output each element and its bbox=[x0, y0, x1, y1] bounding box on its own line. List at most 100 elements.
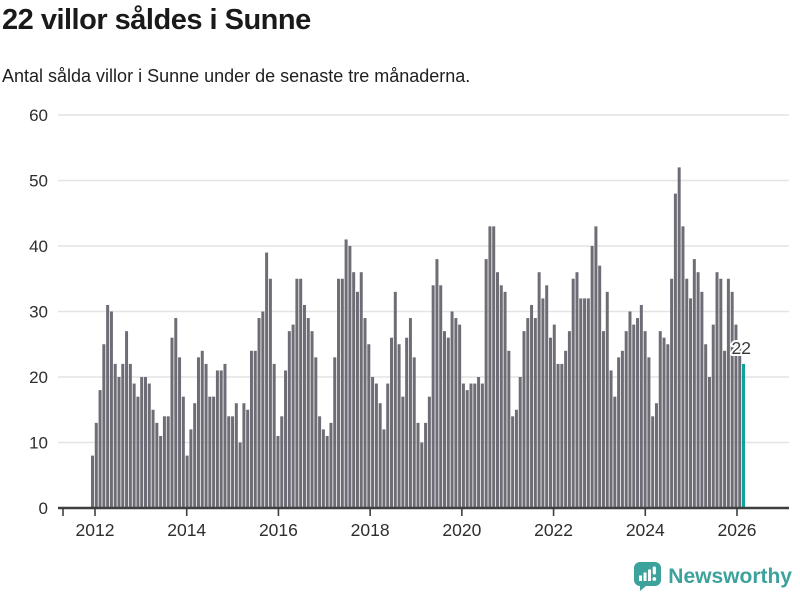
bar bbox=[609, 370, 613, 508]
y-axis-tick-label: 20 bbox=[29, 368, 48, 387]
bar bbox=[348, 246, 352, 508]
bar bbox=[390, 337, 394, 508]
bar bbox=[204, 363, 208, 508]
bar bbox=[560, 363, 564, 508]
bar bbox=[193, 403, 197, 508]
bar bbox=[454, 318, 458, 508]
bar bbox=[276, 435, 280, 508]
bar bbox=[601, 331, 605, 508]
bar bbox=[496, 272, 499, 508]
bar bbox=[507, 350, 511, 508]
bar bbox=[306, 318, 310, 508]
y-axis-tick-label: 0 bbox=[39, 499, 48, 518]
bar bbox=[162, 416, 166, 508]
bar bbox=[670, 278, 674, 508]
bar bbox=[291, 324, 295, 508]
bar bbox=[284, 370, 288, 508]
bar bbox=[302, 304, 306, 508]
bar bbox=[594, 226, 598, 508]
bar bbox=[249, 350, 253, 508]
bar bbox=[651, 416, 655, 508]
bar bbox=[484, 259, 488, 508]
bar bbox=[371, 377, 375, 508]
bar bbox=[189, 429, 193, 508]
y-axis-tick-label: 30 bbox=[29, 303, 48, 322]
bar bbox=[242, 403, 246, 508]
page-title: 22 villor såldes i Sunne bbox=[2, 4, 311, 36]
bar bbox=[299, 278, 303, 508]
bar bbox=[363, 318, 367, 508]
bar bbox=[639, 304, 643, 508]
bar bbox=[420, 442, 424, 508]
bar bbox=[499, 285, 503, 508]
bar bbox=[738, 344, 742, 508]
bar bbox=[280, 416, 284, 508]
bar bbox=[359, 272, 363, 508]
bar bbox=[552, 324, 556, 508]
bar bbox=[329, 422, 333, 508]
bar bbox=[673, 193, 677, 508]
bar bbox=[465, 390, 469, 508]
x-axis-tick-label: 2018 bbox=[351, 520, 390, 540]
bar bbox=[707, 377, 711, 508]
bar bbox=[643, 331, 647, 508]
bar bbox=[503, 291, 507, 508]
brand-name: Newsworthy bbox=[668, 565, 792, 588]
bar bbox=[238, 442, 242, 508]
bar bbox=[473, 383, 477, 508]
bar bbox=[469, 383, 473, 508]
bar bbox=[212, 396, 216, 508]
bar bbox=[461, 383, 465, 508]
bar bbox=[723, 350, 727, 508]
bar bbox=[272, 363, 276, 508]
bar bbox=[492, 226, 496, 508]
bar bbox=[113, 363, 117, 508]
bar bbox=[412, 357, 416, 508]
bar bbox=[125, 331, 129, 508]
bar bbox=[533, 318, 537, 508]
bar bbox=[677, 167, 681, 508]
y-axis-tick-label: 10 bbox=[29, 434, 48, 453]
bar-chart-speech-bubble-icon bbox=[634, 562, 662, 591]
chart-subtitle: Antal sålda villor i Sunne under de sena… bbox=[2, 66, 471, 86]
bar bbox=[658, 331, 662, 508]
bar bbox=[620, 350, 624, 508]
bar bbox=[590, 246, 594, 508]
bar bbox=[155, 422, 159, 508]
bar bbox=[147, 383, 151, 508]
bar bbox=[325, 435, 329, 508]
bar bbox=[605, 291, 609, 508]
x-axis-tick-label: 2026 bbox=[718, 520, 757, 540]
bar bbox=[246, 409, 250, 508]
bar bbox=[333, 357, 337, 508]
bar bbox=[586, 298, 590, 508]
bar bbox=[692, 259, 696, 508]
bar bbox=[435, 259, 439, 508]
bar bbox=[268, 278, 272, 508]
bar bbox=[726, 278, 730, 508]
bar bbox=[617, 357, 621, 508]
bar bbox=[196, 357, 200, 508]
bar bbox=[488, 226, 492, 508]
bar bbox=[416, 422, 420, 508]
bar bbox=[340, 278, 344, 508]
bar bbox=[401, 396, 405, 508]
bar bbox=[102, 344, 106, 508]
bar bbox=[321, 429, 325, 508]
bar bbox=[181, 396, 185, 508]
bar bbox=[526, 318, 530, 508]
highlighted-bar bbox=[742, 363, 746, 508]
bar bbox=[734, 324, 738, 508]
bar bbox=[575, 272, 579, 508]
bar bbox=[310, 331, 314, 508]
x-axis-tick-label: 2022 bbox=[534, 520, 573, 540]
bar bbox=[427, 396, 431, 508]
bar bbox=[223, 363, 227, 508]
bar bbox=[480, 383, 484, 508]
bar bbox=[94, 422, 98, 508]
bar bbox=[378, 403, 382, 508]
bar bbox=[628, 311, 632, 508]
bar bbox=[424, 422, 428, 508]
bar bbox=[730, 291, 734, 508]
bar bbox=[337, 278, 341, 508]
